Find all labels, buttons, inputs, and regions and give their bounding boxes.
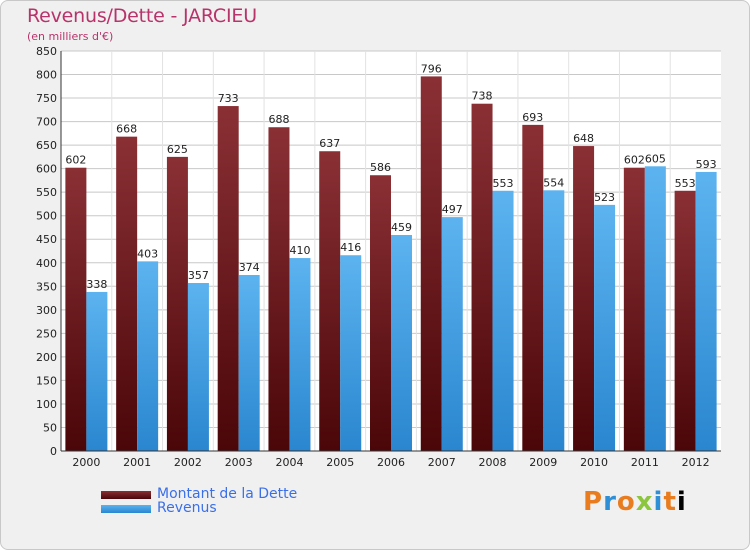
data-label-debt-2008: 738	[472, 90, 493, 103]
data-label-revenue-2009: 554	[543, 176, 564, 189]
bar-revenue-2009	[543, 190, 565, 451]
bar-revenue-2010	[594, 204, 616, 451]
y-tick-label: 700	[36, 116, 57, 129]
data-label-revenue-2001: 403	[137, 247, 158, 260]
data-label-revenue-2000: 338	[86, 278, 107, 291]
bar-revenue-2003	[238, 275, 260, 451]
x-tick-label-2010: 2010	[580, 456, 608, 469]
brand-logo-letter: i	[653, 487, 664, 517]
data-label-revenue-2003: 374	[239, 261, 260, 274]
brand-logo-letter: o	[616, 487, 636, 517]
data-label-revenue-2005: 416	[340, 241, 361, 254]
bar-debt-2002	[166, 156, 188, 451]
x-tick-label-2007: 2007	[428, 456, 456, 469]
bar-revenue-2007	[441, 217, 463, 451]
bar-revenue-2011	[644, 166, 666, 451]
data-label-revenue-2010: 523	[594, 191, 615, 204]
data-label-debt-2005: 637	[319, 137, 340, 150]
y-tick-label: 250	[36, 327, 57, 340]
y-tick-label: 300	[36, 304, 57, 317]
y-tick-label: 850	[36, 45, 57, 58]
bar-revenue-2012	[695, 171, 717, 452]
y-tick-label: 500	[36, 210, 57, 223]
y-tick-label: 400	[36, 257, 57, 270]
y-tick-label: 650	[36, 139, 57, 152]
bar-debt-2010	[573, 146, 595, 451]
bar-debt-2004	[268, 127, 290, 451]
bar-revenue-2008	[492, 190, 514, 451]
bar-revenue-2001	[137, 261, 159, 451]
data-label-debt-2003: 733	[218, 92, 239, 105]
x-tick-label-2001: 2001	[123, 456, 151, 469]
bar-revenue-2004	[289, 258, 311, 451]
brand-logo-letter: P	[583, 487, 604, 517]
x-tick-label-2004: 2004	[275, 456, 303, 469]
data-label-debt-2006: 586	[370, 161, 391, 174]
data-label-debt-2010: 648	[573, 132, 594, 145]
data-label-debt-2004: 688	[268, 113, 289, 126]
bar-debt-2003	[217, 106, 239, 451]
data-label-revenue-2004: 410	[289, 244, 310, 257]
chart-subtitle: (en milliers d'€)	[27, 30, 114, 43]
data-label-revenue-2002: 357	[188, 269, 209, 282]
brand-logo-letter: r	[603, 487, 617, 517]
y-tick-label: 450	[36, 233, 57, 246]
data-label-debt-2009: 693	[522, 111, 543, 124]
data-label-debt-2011: 602	[624, 154, 645, 167]
y-tick-label: 800	[36, 69, 57, 82]
x-tick-label-2011: 2011	[631, 456, 659, 469]
y-tick-label: 200	[36, 351, 57, 364]
bar-revenue-2006	[391, 235, 412, 451]
y-tick-label: 150	[36, 374, 57, 387]
legend-label-revenue: Revenus	[157, 500, 217, 516]
bar-debt-2007	[420, 76, 442, 451]
bar-debt-2009	[522, 124, 544, 451]
brand-logo: Proxiti	[583, 487, 687, 517]
bar-revenue-2005	[340, 255, 362, 451]
data-label-revenue-2012: 593	[696, 158, 717, 171]
bar-debt-2000	[65, 167, 87, 452]
bar-revenue-2000	[86, 291, 108, 451]
chart-title: Revenus/Dette - JARCIEU	[27, 5, 257, 27]
x-tick-label-2003: 2003	[225, 456, 253, 469]
y-tick-label: 750	[36, 92, 57, 105]
bar-debt-2012	[674, 190, 696, 451]
data-label-debt-2002: 625	[167, 143, 188, 156]
brand-logo-letter: t	[663, 487, 677, 517]
data-label-debt-2001: 668	[116, 123, 137, 136]
brand-logo-letter: x	[635, 487, 654, 517]
brand-logo-letter: i	[676, 487, 687, 517]
legend-label-debt: Montant de la Dette	[157, 486, 298, 502]
legend-swatch-debt	[101, 491, 151, 499]
x-tick-label-2012: 2012	[682, 456, 710, 469]
x-tick-label-2009: 2009	[529, 456, 557, 469]
bar-debt-2008	[471, 103, 493, 452]
y-tick-label: 50	[43, 421, 57, 434]
x-tick-label-2002: 2002	[174, 456, 202, 469]
data-label-revenue-2008: 553	[493, 177, 514, 190]
bar-debt-2005	[319, 151, 341, 451]
bar-debt-2001	[116, 136, 138, 451]
bar-debt-2011	[623, 167, 645, 452]
y-tick-label: 600	[36, 163, 57, 176]
y-tick-label: 0	[50, 445, 57, 458]
data-label-debt-2007: 796	[421, 62, 442, 75]
bar-debt-2006	[370, 175, 391, 451]
x-tick-label-2005: 2005	[326, 456, 354, 469]
data-label-revenue-2007: 497	[442, 203, 463, 216]
x-tick-label-2008: 2008	[479, 456, 507, 469]
y-tick-label: 100	[36, 398, 57, 411]
x-tick-label-2006: 2006	[377, 456, 405, 469]
y-tick-label: 350	[36, 280, 57, 293]
data-label-revenue-2011: 605	[645, 152, 666, 165]
y-tick-label: 550	[36, 186, 57, 199]
data-label-debt-2000: 602	[65, 154, 86, 167]
bar-revenue-2002	[187, 283, 209, 451]
data-label-revenue-2006: 459	[391, 221, 412, 234]
legend-swatch-revenue	[101, 505, 151, 513]
x-tick-label-2000: 2000	[72, 456, 100, 469]
data-label-debt-2012: 553	[675, 177, 696, 190]
